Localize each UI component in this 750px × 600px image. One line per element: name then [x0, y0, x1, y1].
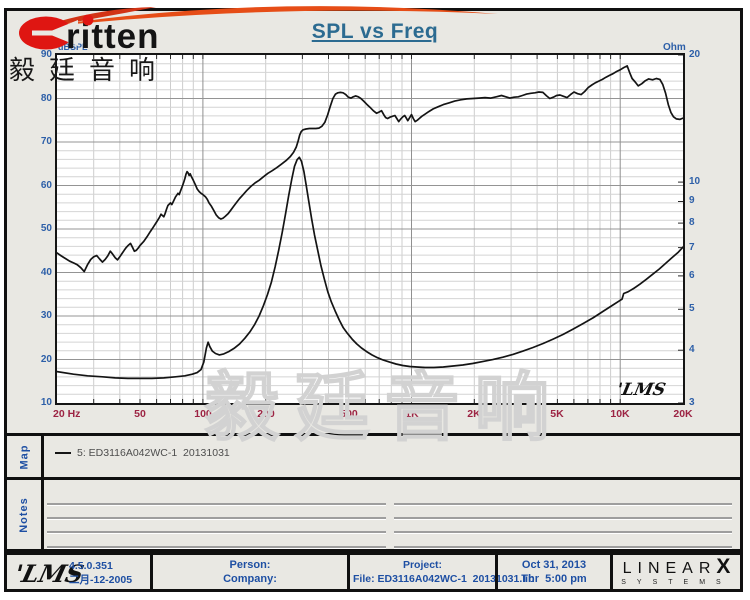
brand-logo: ritten [19, 6, 498, 56]
file-label: File: ED3116A042WC-1 20131031.lib [353, 573, 535, 585]
left-axis-tick-30: 30 [40, 310, 52, 321]
notes-row-divider [41, 480, 44, 549]
x-axis-tick-5K: 5K [550, 408, 564, 420]
x-axis-tick-20K: 20K [673, 408, 693, 420]
footer-project-cell: Project: File: ED3116A042WC-1 20131031.l… [350, 555, 535, 589]
right-axis-unit-label: Ohm [663, 42, 686, 53]
x-axis-tick-50: 50 [134, 408, 146, 420]
map-row-divider [41, 436, 44, 477]
brand-word: ritten [66, 17, 160, 56]
left-axis-tick-20: 20 [40, 354, 52, 365]
left-axis-tick-70: 70 [40, 136, 52, 147]
legend-text: 5: ED3116A042WC-1 20131031 [77, 447, 230, 459]
footer-date-cell: Oct 31, 2013 Thr 5:00 pm [498, 555, 610, 589]
left-axis-tick-60: 60 [40, 180, 52, 191]
brand-swoosh-icon [36, 6, 498, 28]
brand-cjk-text: 毅廷音响 [9, 56, 170, 86]
right-axis-tick-4: 4 [689, 344, 695, 355]
right-axis-tick-20: 20 [689, 49, 701, 60]
page-title: SPL vs Freq [311, 20, 439, 43]
grid-lines [57, 55, 683, 403]
x-axis-tick-2K: 2K [467, 408, 481, 420]
map-row: Map 5: ED3116A042WC-1 20131031 [7, 433, 740, 480]
left-axis-tick-50: 50 [40, 223, 52, 234]
right-axis-tick-10: 10 [689, 176, 701, 187]
company-label: Company: [223, 573, 277, 585]
brand-e-notch [46, 20, 78, 46]
footer-divider-4 [610, 555, 613, 589]
note-line-2-2 [394, 517, 732, 519]
map-row-label: Map [18, 444, 30, 469]
right-axis-tick-6: 6 [689, 270, 695, 281]
x-axis-tick-100: 100 [194, 408, 212, 420]
left-axis-tick-10: 10 [40, 397, 52, 408]
right-axis-tick-9: 9 [689, 195, 695, 206]
right-axis-tick-8: 8 [689, 217, 695, 228]
x-axis-tick-500: 500 [340, 408, 358, 420]
note-line-3-1 [47, 531, 386, 533]
linearx-systems-label: SYSTEMS [621, 578, 732, 586]
linearx-logo: LINEARX [622, 554, 731, 578]
right-axis-tick-7: 7 [689, 242, 695, 253]
right-axis-tick-5: 5 [689, 303, 695, 314]
left-axis-tick-90: 90 [40, 49, 52, 60]
footer-row: 'LMS 4.5.0.351 二月-12-2005 Person: Compan… [7, 552, 740, 589]
x-axis-tick-200: 200 [257, 408, 275, 420]
notes-row: Notes [7, 480, 740, 552]
version-number: 4.5.0.351 [69, 560, 113, 572]
project-label: Project: [402, 559, 443, 571]
notes-row-label: Notes [18, 496, 30, 533]
note-line-4-2 [394, 546, 732, 548]
footer-divider-2 [347, 555, 350, 589]
note-line-2-1 [47, 517, 386, 519]
legend-line-sample [55, 452, 71, 454]
lms-plot-logo: 'LMS [614, 380, 668, 400]
plot-area [55, 53, 685, 405]
brand-i-dot-icon [82, 14, 94, 26]
footer-divider-1 [150, 555, 153, 589]
left-axis-tick-80: 80 [40, 93, 52, 104]
note-line-1-2 [394, 503, 732, 505]
note-line-3-2 [394, 531, 732, 533]
note-line-1-1 [47, 503, 386, 505]
right-axis-tick-3: 3 [689, 397, 695, 408]
footer-linearx-cell: LINEARX SYSTEMS [613, 555, 740, 589]
x-axis-tick-20 Hz: 20 Hz [53, 408, 81, 420]
footer-person-cell: Person: Company: [153, 555, 347, 589]
note-line-4-1 [47, 546, 386, 548]
curve-legend: 5: ED3116A042WC-1 20131031 [55, 447, 230, 459]
left-axis-unit-label: dBSPL [58, 42, 88, 52]
x-axis-tick-1K: 1K [405, 408, 419, 420]
report-time: Thr 5:00 pm [521, 573, 587, 585]
version-block: 4.5.0.351 二月-12-2005 [69, 559, 132, 587]
x-axis-tick-10K: 10K [610, 408, 630, 420]
report-date: Oct 31, 2013 [521, 559, 587, 571]
person-label: Person: [229, 559, 271, 571]
left-axis-tick-40: 40 [40, 267, 52, 278]
footer-divider-3 [495, 555, 498, 589]
version-date: 二月-12-2005 [69, 574, 133, 586]
footer-version-cell: 'LMS 4.5.0.351 二月-12-2005 [7, 555, 150, 589]
brand-e-slot [32, 30, 59, 36]
